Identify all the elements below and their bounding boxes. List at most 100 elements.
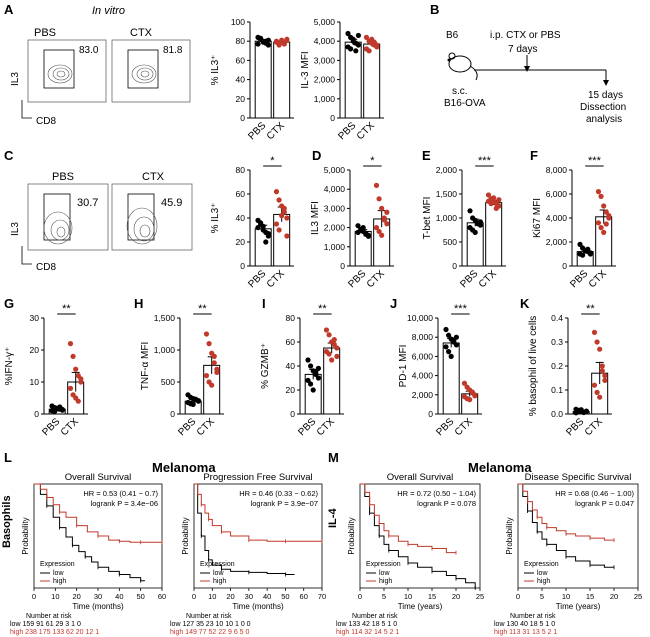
y-tick-label: 0 [330,113,335,123]
bar-pbs [254,40,272,119]
km-x-axis-label: Time (years) [398,602,443,611]
flow-a1-contours [47,64,73,84]
data-point-ctx [598,225,604,231]
in-vitro-title: In vitro [92,5,125,17]
panel-letter-l: L [4,450,12,465]
y-tick-label: 4,000 [412,371,434,381]
category-label: CTX [365,268,387,290]
km-curve-low [34,483,145,582]
y-tick-label: 6,000 [546,189,568,199]
km-plot-4: Disease Specific Survival HR = 0.68 (0.46… [494,472,642,636]
category-label: PBS [246,120,268,142]
km-hazard-ratio: HR = 0.53 (0.41 − 0.7) [83,489,158,498]
data-point-ctx [594,389,600,395]
data-point-ctx [279,213,285,219]
data-point-pbs [59,406,65,413]
y-tick-label: 4,000 [324,184,346,194]
data-point-pbs [446,349,452,355]
y-tick-label: 1,000 [324,242,346,252]
y-tick-label: 2,000 [314,75,336,85]
km-risk-label: Number at risk [186,613,232,620]
km-frame [193,483,323,589]
y-tick-label: 3,000 [314,55,336,65]
data-point-ctx [595,189,602,195]
flow-c1-label: PBS [52,171,74,183]
km-title: Overall Survival [65,472,132,483]
y-tick-label: 2,000 [436,165,458,175]
panel-letter-k: K [520,296,530,311]
km-x-tick-label: 40 [115,592,123,601]
category-label: PBS [176,416,198,438]
data-point-ctx [206,341,212,347]
km-risk-high: high 149 77 52 22 9 6 5 0 [170,629,250,636]
data-point-ctx [67,341,74,347]
km-legend-title: Expression [40,561,75,568]
y-tick-label: 5,000 [314,17,336,27]
gene-label-m: IL-4 [327,508,339,528]
data-point-ctx [595,220,602,226]
km-curve-low [194,483,295,575]
km-x-tick-label: 10 [208,592,216,601]
data-point-pbs [446,332,452,338]
significance-stars: ** [586,303,595,315]
y-tick-label: 0 [170,409,175,419]
data-point-ctx [488,201,494,207]
data-point-pbs [258,220,264,226]
y-tick-label: 1,000 [314,94,336,104]
km-curve-high [194,483,322,542]
y-tick-label: 0 [290,409,295,419]
km-hazard-ratio: HR = 0.46 (0.33 − 0.62) [239,489,318,498]
y-tick-label: 10 [30,377,40,387]
category-label: PBS [458,268,480,290]
data-point-ctx [78,376,84,382]
category-label: CTX [265,120,287,142]
km-x-tick-label: 30 [245,592,253,601]
y-tick-label: 0 [340,261,345,271]
km-risk-low: low 127 35 23 10 10 1 0 0 [170,621,251,628]
km-legend-high: high [53,578,66,585]
flow-a2-percent: 81.8 [163,45,183,56]
category-label: PBS [568,268,590,290]
data-point-ctx [366,48,372,54]
flow-c2-frame [111,183,193,251]
y-tick-label: 0 [34,409,39,419]
data-point-ctx [496,197,502,203]
bar-chart-j-9: 0 2,000 4,000 6,000 8,000 10,000 PD-1 MFI PBSCT… [398,303,482,438]
km-risk-low: low 133 42 18 5 1 0 [336,621,397,628]
data-point-ctx [381,217,387,223]
category-label: PBS [40,416,62,438]
y-tick-label: 4,000 [546,213,568,223]
data-point-ctx [203,331,210,337]
bar-pbs [442,342,460,415]
category-label: CTX [59,416,81,438]
data-point-pbs [453,342,459,348]
data-point-ctx [276,197,282,203]
day15-arrowhead [603,80,609,86]
data-point-ctx [493,205,499,211]
y-tick-label: 80 [236,165,246,175]
km-logrank: logrank P = 3.4e−06 [91,499,158,508]
km-curve-high [34,483,162,543]
category-label: CTX [265,268,287,290]
flow-c1-contours [43,211,73,245]
data-point-pbs [190,401,196,407]
y-tick-label: 3,000 [324,203,346,213]
panel-letter-j: J [390,296,397,311]
km-legend-title: Expression [200,561,235,568]
tumor-label: B16-OVA [444,98,486,109]
y-tick-label: 5,000 [324,165,346,175]
km-risk-high: high 113 31 13 5 2 1 [494,629,557,636]
km-x-tick-label: 25 [634,592,642,601]
data-point-ctx [485,192,492,198]
y-tick-label: 8,000 [546,165,568,175]
data-point-ctx [273,221,280,227]
km-frame [517,483,639,589]
panel-c-flow: PBS CTX 30.7 45.9 IL3 CD8 [10,171,193,273]
km-title: Disease Specific Survival [525,472,632,483]
km-legend-low: low [53,570,64,577]
km-legend-title: Expression [366,561,401,568]
data-point-ctx [334,345,340,351]
